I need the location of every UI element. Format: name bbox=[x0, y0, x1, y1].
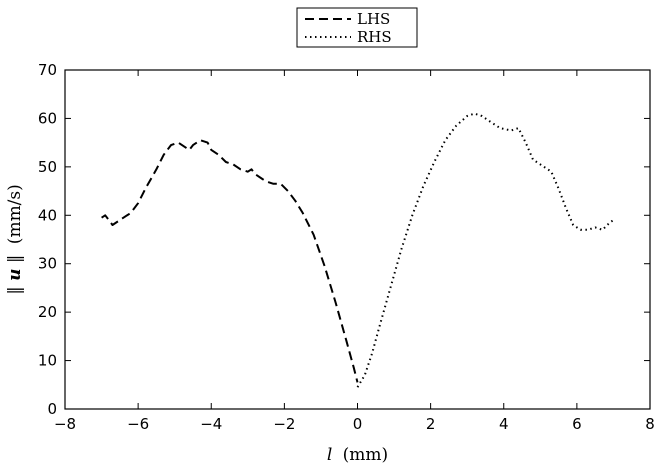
plot-frame bbox=[64, 69, 651, 410]
x-tick-label: 8 bbox=[645, 415, 655, 433]
y-tick-label: 60 bbox=[38, 109, 57, 127]
x-axis-label: l (mm) bbox=[327, 445, 388, 465]
x-tick-label: 6 bbox=[572, 415, 582, 433]
x-tick-label: 0 bbox=[353, 415, 363, 433]
x-axis-label-var: l bbox=[327, 445, 332, 465]
y-axis-label-unit: (mm/s) bbox=[5, 184, 25, 244]
y-axis-label-norm-close: ‖ bbox=[5, 255, 25, 264]
x-tick-label: −4 bbox=[200, 415, 222, 433]
x-tick-label: −2 bbox=[273, 415, 295, 433]
y-tick-label: 30 bbox=[38, 255, 57, 273]
y-tick-label: 20 bbox=[38, 303, 57, 321]
x-tick-label: 4 bbox=[499, 415, 509, 433]
series-layer bbox=[101, 112, 614, 388]
y-tick-label: 50 bbox=[38, 158, 57, 176]
series-line-lhs bbox=[101, 139, 359, 383]
x-tick-label: −8 bbox=[54, 415, 76, 433]
y-tick-label: 40 bbox=[38, 206, 57, 224]
ticks-layer: −8 −6 −4 −2 0 2 4 6 8 0 10 20 30 40 50 60 70 bbox=[38, 61, 655, 433]
x-tick-label: −6 bbox=[127, 415, 149, 433]
legend-label-lhs: LHS bbox=[357, 10, 390, 28]
y-axis-label-norm-open: ‖ bbox=[5, 286, 25, 295]
y-axis-label: ‖ u ‖ (mm/s) bbox=[5, 184, 25, 295]
series-line-rhs bbox=[356, 112, 614, 388]
y-axis-label-var: u bbox=[5, 269, 25, 281]
y-tick-label: 10 bbox=[38, 352, 57, 370]
x-axis-label-unit: (mm) bbox=[343, 445, 389, 465]
legend-box bbox=[296, 7, 418, 48]
legend-label-rhs: RHS bbox=[357, 28, 392, 46]
legend: LHS RHS bbox=[296, 7, 418, 48]
x-tick-label: 2 bbox=[426, 415, 436, 433]
y-tick-label: 0 bbox=[47, 400, 57, 418]
y-tick-label: 70 bbox=[38, 61, 57, 79]
